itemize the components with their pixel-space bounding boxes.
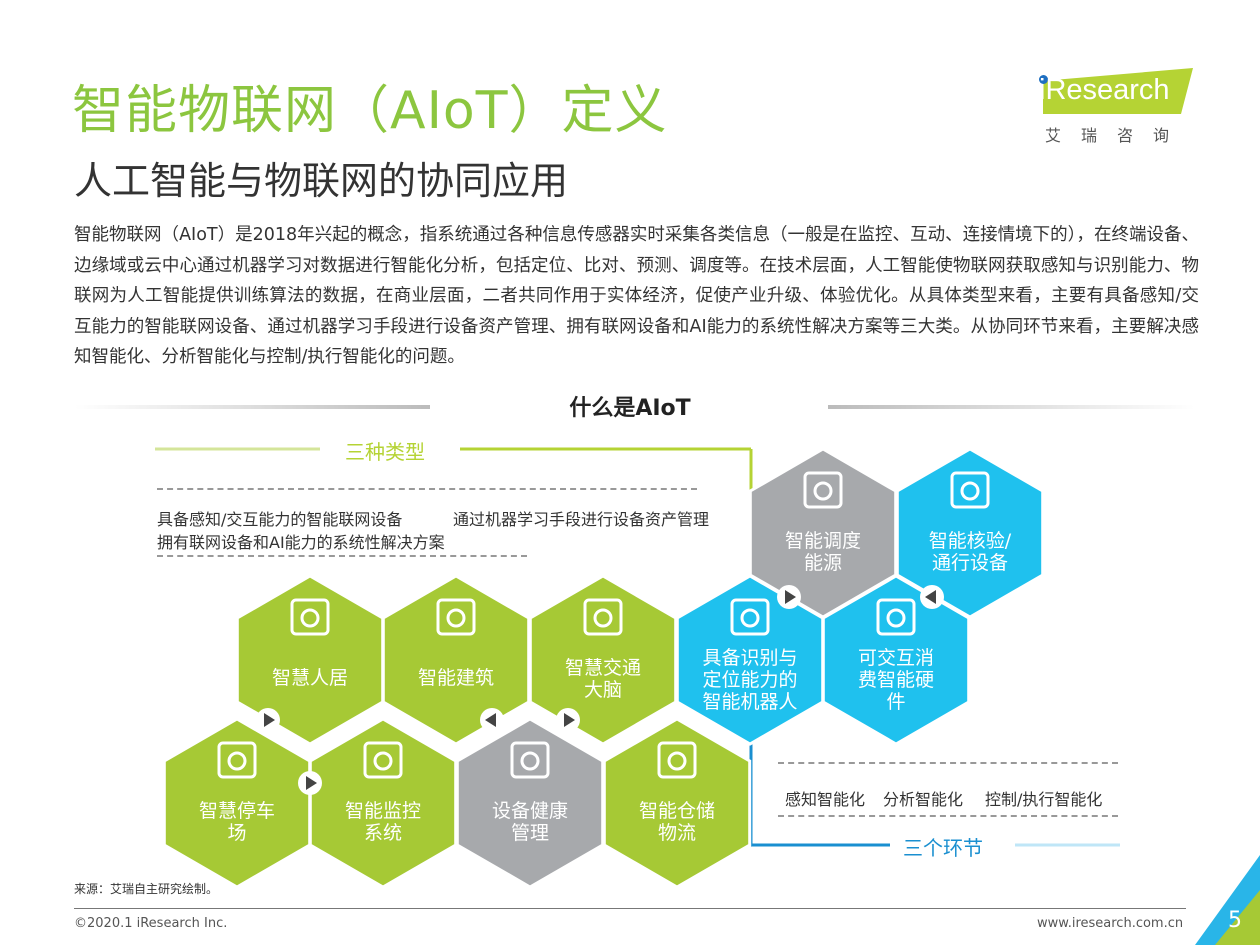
link-item-2: 分析智能化 [883,790,964,809]
definition-paragraph: 智能物联网（AIoT）是2018年兴起的概念，指系统通过各种信息传感器实时采集各… [74,225,1199,367]
smart-speaker-icon [876,598,916,636]
website-link[interactable]: www.iresearch.com.cn [1037,916,1184,931]
hexagon-label: 智慧人居 [272,667,348,689]
hexagon-label: 物流 [658,822,696,844]
iresearch-logo: iResearch 艾瑞咨询 [1035,66,1200,146]
type-item-3: 拥有联网设备和AI能力的系统性解决方案 [157,533,445,552]
hexagon-label: 智能核验/ [929,530,1012,552]
arrow-left-icon [920,585,944,609]
links-dash-bottom [778,815,1118,817]
hexagon-label: 智慧交通 [565,657,641,679]
footer-divider [74,908,1186,909]
hexagon-label: 能源 [804,552,842,574]
links-label: 三个环节 [903,836,983,860]
link-item-1: 感知智能化 [785,790,866,809]
hexagon-label: 大脑 [584,679,622,701]
arrow-right-icon [256,708,280,732]
hexagon-label: 智能监控 [345,800,421,822]
car-icon [583,598,623,636]
hexagon-label: 件 [886,691,905,713]
hexagon-label: 可交互消 [858,647,934,669]
robot-icon [730,598,770,636]
types-dash-bottom [157,555,527,557]
hexagon-label: 设备健康 [492,800,568,822]
hexagon-label: 智能仓储 [639,800,715,822]
divider-right [828,405,1195,409]
hexagon-label: 具备识别与 [702,647,797,669]
hexagon-label: 定位能力的 [702,669,797,691]
turnstile-icon [950,471,990,509]
arrow-right-icon [556,708,580,732]
robotic-arm-icon [657,741,697,779]
page-title: 智能物联网（AIoT）定义 [72,81,668,141]
factory-icon [803,471,843,509]
types-label: 三种类型 [345,440,425,464]
page-subtitle: 人工智能与物联网的协同应用 [74,159,569,203]
hexagon-label: 费智能硬 [858,669,934,691]
washing-machine-icon [290,598,330,636]
hexagon-label: 智能调度 [785,530,861,552]
hexagon-label: 通行设备 [932,552,1008,574]
hexagon-label: 系统 [364,822,402,844]
diagram-title: 什么是AIoT [569,396,691,421]
hexagon-label: 智慧停车 [199,800,275,822]
type-item-2: 通过机器学习手段进行设备资产管理 [453,510,710,529]
divider-left [75,405,430,409]
links-dash-top [778,762,1118,764]
arrow-right-icon [298,771,322,795]
link-item-3: 控制/执行智能化 [985,790,1103,809]
hexagon-label: 场 [227,822,246,844]
hexagon-label: 智能建筑 [418,667,494,689]
page-number: 5 [1228,908,1242,933]
logo-brand: iResearch [1039,74,1170,106]
hexagon-label: 管理 [511,822,549,844]
globe-cursor-icon [510,741,550,779]
cctv-camera-icon [363,741,403,779]
arrow-left-icon [480,708,504,732]
building-icon [436,598,476,636]
source-note: 来源：艾瑞自主研究绘制。 [74,882,219,896]
logo-cn: 艾瑞咨询 [1045,126,1190,145]
types-dash-top [157,488,697,490]
hexagon-label: 智能机器人 [702,691,797,713]
copyright: ©2020.1 iResearch Inc. [74,916,228,931]
hexagon-2: 智能建筑 [381,574,531,746]
hexagon-10: 智能核验/通行设备 [895,447,1045,619]
type-item-1: 具备感知/交互能力的智能联网设备 [157,510,403,529]
parking-barrier-icon [217,741,257,779]
arrow-right-icon [777,585,801,609]
